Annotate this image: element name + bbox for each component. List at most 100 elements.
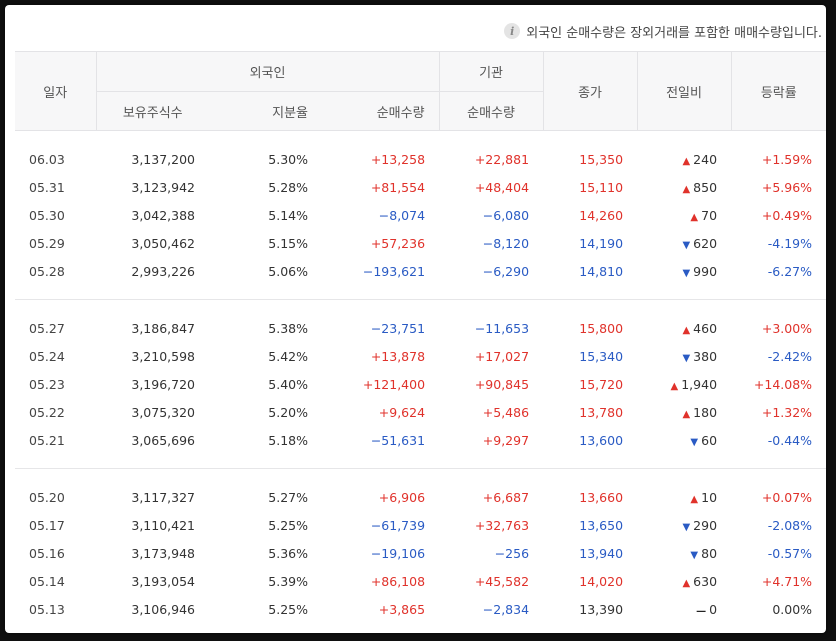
ratio-cell: 5.30% <box>268 151 308 167</box>
change-cell: ▼ 380 <box>637 342 731 370</box>
inst-net-cell: +6,687 <box>482 489 530 505</box>
holdings-cell: 3,196,720 <box>131 376 195 392</box>
foreign-net-cell: +13,878 <box>370 348 426 364</box>
close-cell: 13,780 <box>579 404 624 420</box>
change-value: 60 <box>701 432 718 448</box>
holdings-cell: 3,137,200 <box>131 151 195 167</box>
up-triangle-icon: ▲ <box>682 155 691 167</box>
change-value: 0 <box>709 601 718 617</box>
holdings-cell: 3,173,948 <box>131 545 195 561</box>
rate-cell: -0.44% <box>767 432 813 448</box>
table-body: 06.03 3,137,200 5.30% +13,258 +22,881 15,350 ▲… <box>15 131 826 633</box>
foreign-net-cell: +81,554 <box>370 179 426 195</box>
foreign-net-cell: −23,751 <box>370 320 426 336</box>
foreign-net-cell: +57,236 <box>370 235 426 251</box>
change-value: 180 <box>693 404 718 420</box>
header-holdings: 보유주식수 <box>95 91 209 131</box>
inst-net-cell: +48,404 <box>474 179 530 195</box>
close-cell: 13,660 <box>579 489 624 505</box>
change-cell: ▼ 620 <box>637 229 731 257</box>
close-cell: 15,110 <box>579 179 624 195</box>
up-triangle-icon: ▲ <box>682 577 691 589</box>
foreign-net-cell: −61,739 <box>370 517 426 533</box>
date-cell: 05.21 <box>29 432 65 448</box>
change-cell: ▲ 10 <box>637 483 731 511</box>
close-cell: 14,810 <box>579 263 624 279</box>
holdings-cell: 3,050,462 <box>131 235 195 251</box>
rate-cell: -2.42% <box>767 348 813 364</box>
ratio-cell: 5.28% <box>268 179 308 195</box>
inst-net-cell: −6,290 <box>482 263 530 279</box>
inst-net-cell: +90,845 <box>474 376 530 392</box>
foreign-net-cell: +13,258 <box>370 151 426 167</box>
date-cell: 05.13 <box>29 601 65 617</box>
notice-text: 외국인 순매수량은 장외거래를 포함한 매매수량입니다. <box>526 25 822 41</box>
ratio-cell: 5.38% <box>268 320 308 336</box>
change-cell: ▲ 1,940 <box>637 370 731 398</box>
date-cell: 06.03 <box>29 151 65 167</box>
ratio-cell: 5.06% <box>268 263 308 279</box>
investor-trend-panel: i 외국인 순매수량은 장외거래를 포함한 매매수량입니다. 일자 외국인 기관… <box>5 5 826 633</box>
down-triangle-icon: ▼ <box>682 352 691 364</box>
notice: i 외국인 순매수량은 장외거래를 포함한 매매수량입니다. <box>504 21 822 41</box>
up-triangle-icon: ▲ <box>670 380 679 392</box>
close-cell: 13,940 <box>579 545 624 561</box>
group-spacer <box>15 469 826 484</box>
foreign-net-cell: +6,906 <box>378 489 426 505</box>
ratio-cell: 5.25% <box>268 517 308 533</box>
foreign-net-cell: −19,106 <box>370 545 426 561</box>
header-foreigner: 외국인 <box>95 51 440 92</box>
ratio-cell: 5.42% <box>268 348 308 364</box>
table-row: 05.14 3,193,054 5.39% +86,108 +45,582 14,020 ▲… <box>15 567 826 595</box>
foreign-net-cell: +3,865 <box>378 601 426 617</box>
change-value: 990 <box>693 263 718 279</box>
up-triangle-icon: ▲ <box>690 211 699 223</box>
table-row: 05.30 3,042,388 5.14% −8,074 −6,080 14,260 ▲ 70… <box>15 201 826 229</box>
foreign-net-cell: +121,400 <box>362 376 426 392</box>
change-cell: ▲ 850 <box>637 173 731 201</box>
header-rate: 등락률 <box>730 51 826 131</box>
rate-cell: -2.08% <box>767 517 813 533</box>
group-separator <box>15 285 826 300</box>
close-cell: 15,720 <box>579 376 624 392</box>
date-cell: 05.28 <box>29 263 65 279</box>
rate-cell: +1.32% <box>761 404 813 420</box>
rate-cell: +14.08% <box>753 376 813 392</box>
rate-cell: -6.27% <box>767 263 813 279</box>
header-change: 전일비 <box>636 51 732 131</box>
group-separator <box>15 454 826 469</box>
change-value: 630 <box>693 573 718 589</box>
change-value: 380 <box>693 348 718 364</box>
date-cell: 05.30 <box>29 207 65 223</box>
table-row: 05.27 3,186,847 5.38% −23,751 −11,653 15,800 ▲… <box>15 314 826 342</box>
holdings-cell: 3,123,942 <box>131 179 195 195</box>
info-icon: i <box>504 23 521 39</box>
close-cell: 13,650 <box>579 517 624 533</box>
up-triangle-icon: ▲ <box>690 493 699 505</box>
up-triangle-icon: ▲ <box>682 183 691 195</box>
table-row: 05.16 3,173,948 5.36% −19,106 −256 13,940 ▼ 80 -… <box>15 539 826 567</box>
rate-cell: +0.07% <box>761 489 813 505</box>
ratio-cell: 5.14% <box>268 207 308 223</box>
inst-net-cell: +5,486 <box>482 404 530 420</box>
holdings-cell: 3,065,696 <box>131 432 195 448</box>
change-cell: ▼ 60 <box>637 426 731 454</box>
down-triangle-icon: ▼ <box>690 549 699 561</box>
ratio-cell: 5.40% <box>268 376 308 392</box>
foreign-net-cell: −193,621 <box>362 263 426 279</box>
table-row: 05.23 3,196,720 5.40% +121,400 +90,845 15,720… <box>15 370 826 398</box>
ratio-cell: 5.20% <box>268 404 308 420</box>
rate-cell: -4.19% <box>767 235 813 251</box>
holdings-cell: 3,186,847 <box>131 320 195 336</box>
change-cell: ▼ 290 <box>637 511 731 539</box>
change-cell: ▲ 460 <box>637 314 731 342</box>
foreign-net-cell: +86,108 <box>370 573 426 589</box>
foreign-net-cell: −51,631 <box>370 432 426 448</box>
holdings-cell: 3,210,598 <box>131 348 195 364</box>
inst-net-cell: +9,297 <box>482 432 530 448</box>
header-foreign-net: 순매수량 <box>322 91 440 131</box>
inst-net-cell: +22,881 <box>474 151 530 167</box>
header-close: 종가 <box>542 51 638 131</box>
rate-cell: +3.00% <box>761 320 813 336</box>
flat-dash-icon: — <box>696 605 707 617</box>
